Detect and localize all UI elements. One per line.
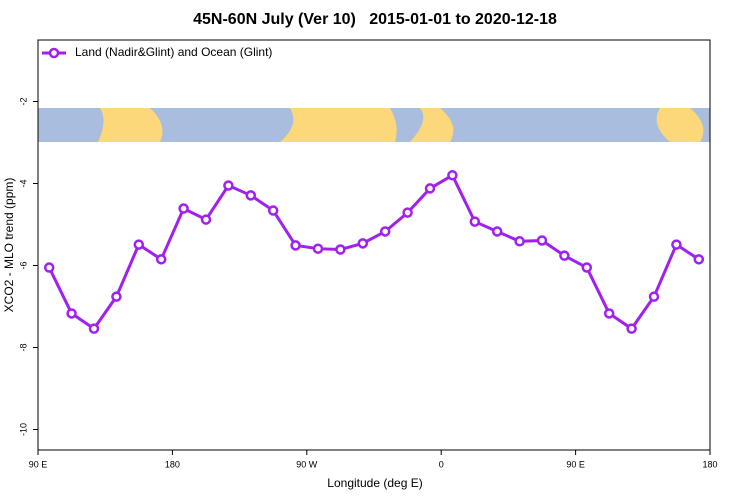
point [178,203,189,214]
legend-marker [48,47,60,59]
y-tick-label: -6 [18,261,28,269]
y-tick-label: -10 [18,423,28,436]
point [469,216,481,227]
y-tick-label: -2 [18,97,28,105]
point [200,214,212,225]
point [335,244,346,255]
x-tick-label: 180 [702,459,717,469]
point [559,250,570,261]
y-tick-label: -4 [18,179,28,187]
point [536,235,548,246]
point [133,239,145,250]
point [447,170,458,181]
point [155,254,167,265]
point [603,308,615,319]
series-line [47,173,700,331]
point [43,262,55,273]
chart-title: 45N-60N July (Ver 10) 2015-01-01 to 2020… [193,11,557,28]
point [491,226,503,237]
x-tick-label: 90 W [296,459,318,469]
x-tick-label: 0 [439,459,444,469]
point [267,205,279,216]
point [402,207,413,218]
x-tick-label: 90 E [566,459,585,469]
point [379,226,391,237]
point [626,323,637,334]
point [223,180,234,191]
point [111,291,122,302]
legend-label: Land (Nadir&Glint) and Ocean (Glint) [75,45,272,59]
point [693,254,705,265]
point [671,239,682,250]
point [312,243,324,254]
map-strip [38,108,710,142]
point [245,190,257,201]
point [514,236,525,247]
point [88,323,100,334]
plot-frame [37,39,711,451]
point [66,308,77,319]
x-axis-label: Longitude (deg E) [327,476,422,490]
point [424,183,436,194]
y-axis-label: XCO2 - MLO trend (ppm) [2,178,16,313]
point [648,291,660,302]
point [290,240,301,251]
point [581,262,593,273]
point [357,238,369,249]
x-tick-label: 180 [165,459,180,469]
x-tick-label: 90 E [29,459,48,469]
y-tick-label: -8 [18,343,28,351]
